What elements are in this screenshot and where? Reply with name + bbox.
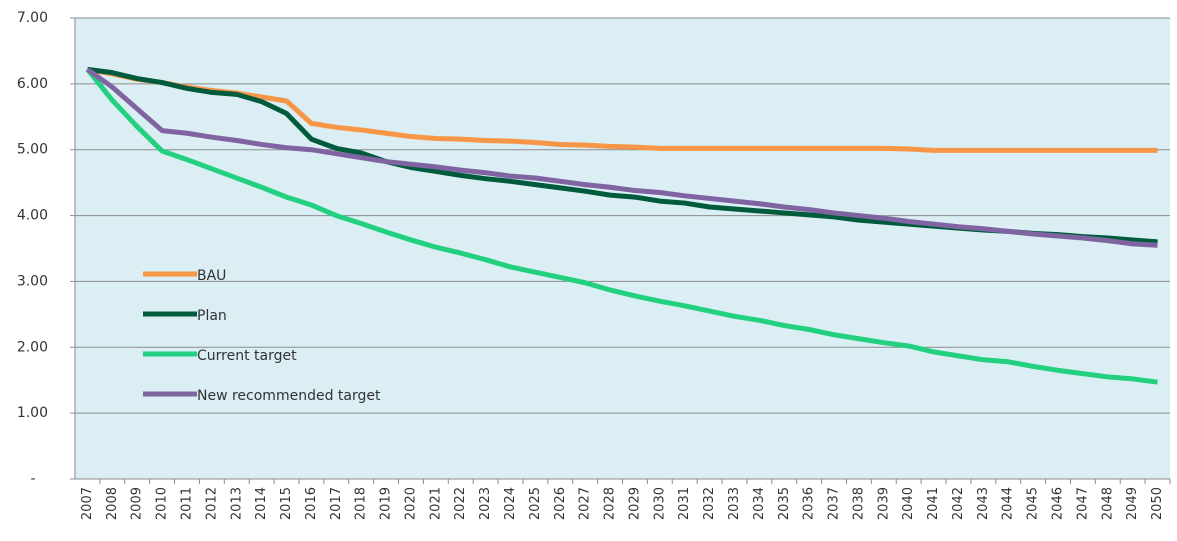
x-tick-label: 2047 xyxy=(1075,487,1090,520)
x-tick-label: 2033 xyxy=(727,487,742,520)
x-tick-label: 2048 xyxy=(1100,487,1115,520)
x-tick-label: 2029 xyxy=(627,487,642,520)
x-tick-label: 2013 xyxy=(229,487,244,520)
x-tick-label: 2019 xyxy=(379,487,394,520)
y-tick-label: 3.00 xyxy=(17,273,48,289)
x-tick-label: 2008 xyxy=(105,487,120,520)
x-tick-label: 2020 xyxy=(403,487,418,520)
y-tick-label: - xyxy=(30,471,35,487)
legend-label: Current target xyxy=(197,348,297,364)
x-tick-label: 2037 xyxy=(827,487,842,520)
x-tick-label: 2023 xyxy=(478,487,493,520)
x-tick-label: 2018 xyxy=(354,487,369,520)
x-tick-label: 2036 xyxy=(802,487,817,520)
series-line xyxy=(86,66,1158,153)
legend-label: Plan xyxy=(197,308,227,324)
x-tick-label: 2028 xyxy=(603,487,618,520)
series-line xyxy=(85,67,1158,248)
x-tick-label: 2024 xyxy=(503,487,518,520)
x-tick-label: 2042 xyxy=(951,487,966,520)
x-tick-label: 2007 xyxy=(80,487,95,520)
legend-label: New recommended target xyxy=(197,388,381,404)
x-tick-label: 2044 xyxy=(1001,487,1016,520)
y-tick-label: 2.00 xyxy=(17,339,48,355)
x-tick-label: 2049 xyxy=(1125,487,1140,520)
x-tick-label: 2039 xyxy=(876,487,891,520)
x-tick-label: 2038 xyxy=(851,487,866,520)
x-tick-label: 2027 xyxy=(578,487,593,520)
x-tick-label: 2014 xyxy=(254,487,269,520)
x-tick-label: 2015 xyxy=(279,487,294,520)
x-tick-label: 2050 xyxy=(1150,487,1165,520)
x-tick-label: 2021 xyxy=(428,487,443,520)
y-tick-label: 5.00 xyxy=(17,142,48,158)
x-tick-label: 2016 xyxy=(304,487,319,520)
x-tick-label: 2040 xyxy=(901,487,916,520)
legend-label: BAU xyxy=(197,268,226,284)
plot-area xyxy=(75,18,1170,479)
x-tick-label: 2025 xyxy=(528,487,543,520)
x-tick-label: 2030 xyxy=(652,487,667,520)
x-tick-label: 2045 xyxy=(1026,487,1041,520)
x-tick-label: 2043 xyxy=(976,487,991,520)
x-tick-label: 2017 xyxy=(329,487,344,520)
x-tick-label: 2041 xyxy=(926,487,941,520)
series-line xyxy=(85,67,1158,385)
y-tick-label: 1.00 xyxy=(17,405,48,421)
x-tick-label: 2046 xyxy=(1051,487,1066,520)
y-tick-label: 4.00 xyxy=(17,208,48,224)
y-tick-label: 6.00 xyxy=(17,76,48,92)
x-tick-label: 2011 xyxy=(179,487,194,520)
x-tick-label: 2026 xyxy=(553,487,568,520)
x-tick-label: 2022 xyxy=(453,487,468,520)
x-tick-label: 2034 xyxy=(752,487,767,520)
x-tick-label: 2031 xyxy=(677,487,692,520)
x-tick-label: 2035 xyxy=(777,487,792,520)
y-tick-label: 7.00 xyxy=(17,10,48,26)
x-tick-label: 2009 xyxy=(130,487,145,520)
x-tick-label: 2032 xyxy=(702,487,717,520)
x-tick-label: 2010 xyxy=(155,487,170,520)
x-tick-label: 2012 xyxy=(204,487,219,520)
